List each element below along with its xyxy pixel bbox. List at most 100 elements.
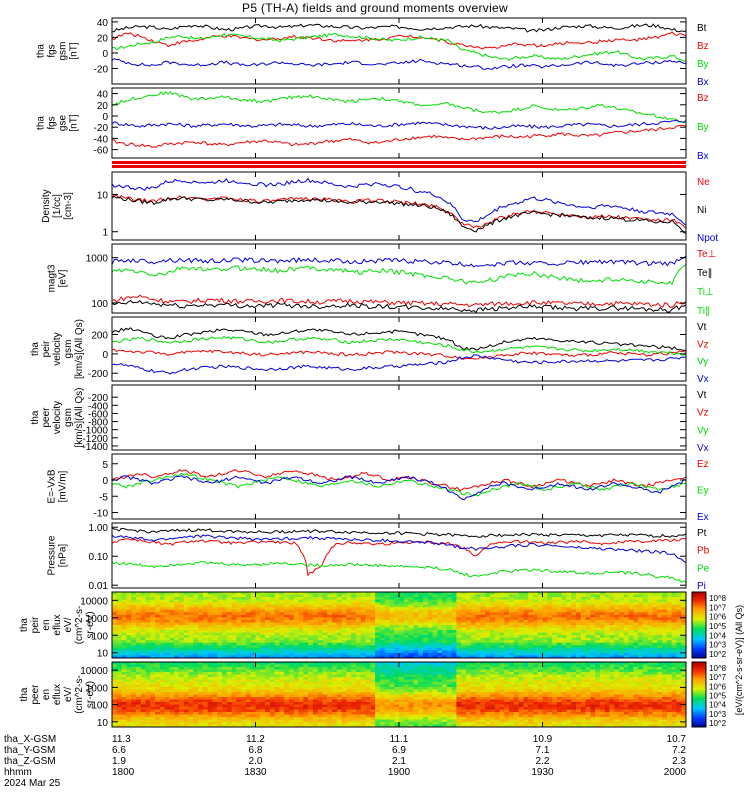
y-tick-label: -400 xyxy=(88,401,108,412)
spectrogram-cell xyxy=(188,667,194,670)
spectrogram-cell xyxy=(260,609,266,613)
spectrogram-cell xyxy=(384,682,390,685)
spectrogram-cell xyxy=(355,672,362,675)
spectrogram-cell xyxy=(360,637,367,641)
spectrogram-cell xyxy=(628,682,634,685)
spectrogram-cell xyxy=(265,627,271,631)
spectrogram-cell xyxy=(169,667,175,670)
spectrogram-cell xyxy=(480,674,486,678)
spectrogram-cell xyxy=(599,684,606,688)
spectrogram-cell xyxy=(561,602,567,606)
spectrogram-cell xyxy=(212,645,218,649)
spectrogram-cell xyxy=(528,599,534,603)
y-axis-label: Pressure[nPa] xyxy=(47,535,69,575)
spectrogram-cell xyxy=(370,664,376,668)
spectrogram-cell xyxy=(523,622,529,626)
spectrogram-cell xyxy=(274,677,280,680)
spectrogram-cell xyxy=(250,602,256,606)
spectrogram-cell xyxy=(231,637,237,641)
spectrogram-cell xyxy=(446,642,453,646)
spectrogram-cell xyxy=(437,672,443,675)
spectrogram-cell xyxy=(537,650,543,654)
spectrogram-cell xyxy=(442,625,448,629)
spectrogram-cell xyxy=(260,689,266,693)
spectrogram-cell xyxy=(250,652,256,656)
spectrogram-cell xyxy=(145,630,151,634)
spectrogram-cell xyxy=(532,622,539,626)
spectrogram-cell xyxy=(293,635,300,639)
spectrogram-cell xyxy=(188,597,194,601)
spectrogram-cell xyxy=(198,604,204,608)
spectrogram-cell xyxy=(279,627,285,631)
spectrogram-cell xyxy=(336,645,343,649)
spectrogram-cell xyxy=(461,687,467,690)
spectrogram-cell xyxy=(226,662,233,665)
spectrogram-cell xyxy=(408,682,414,685)
spectrogram-cell xyxy=(547,592,553,596)
spectrogram-cell xyxy=(174,622,180,626)
spectrogram-cell xyxy=(609,627,615,631)
spectrogram-cell xyxy=(446,689,453,693)
spectrogram-cell xyxy=(112,684,118,688)
spectrogram-cell xyxy=(169,619,175,623)
spectrogram-cell xyxy=(178,619,185,623)
spectrogram-cell xyxy=(403,627,410,631)
spectrogram-cell xyxy=(193,619,199,623)
spectrogram-cell xyxy=(523,630,529,634)
spectrogram-cell xyxy=(489,594,496,598)
spectrogram-cell xyxy=(312,674,319,678)
spectrogram-cell xyxy=(308,682,314,685)
spectrogram-cell xyxy=(528,617,534,621)
spectrogram-cell xyxy=(657,679,663,683)
spectrogram-cell xyxy=(150,684,156,688)
spectrogram-cell xyxy=(580,637,587,641)
spectrogram-cell xyxy=(327,677,333,680)
spectrogram-cell xyxy=(595,655,601,659)
spectrogram-cell xyxy=(566,640,572,644)
spectrogram-cell xyxy=(183,669,190,673)
spectrogram-cell xyxy=(394,645,400,649)
spectrogram-cell xyxy=(312,617,319,621)
spectrogram-cell xyxy=(609,592,615,596)
colorbar-segment xyxy=(692,601,706,605)
spectrogram-cell xyxy=(552,602,558,606)
spectrogram-cell xyxy=(327,674,333,678)
y-tick-label: -800 xyxy=(88,418,108,429)
legend-label: Ti⊥ xyxy=(697,287,714,298)
spectrogram-cell xyxy=(255,630,261,634)
spectrogram-cell xyxy=(312,604,319,608)
spectrogram-cell xyxy=(164,592,170,596)
legend-label: Bt xyxy=(697,23,707,34)
spectrogram-cell xyxy=(384,637,390,641)
spectrogram-cell xyxy=(666,597,673,601)
spectrogram-cell xyxy=(566,594,572,598)
spectrogram-cell xyxy=(169,630,175,634)
spectrogram-cell xyxy=(298,625,304,629)
spectrogram-cell xyxy=(121,664,127,668)
spectrogram-cell xyxy=(547,672,553,675)
spectrogram-cell xyxy=(647,689,654,693)
y-axis-label: thapeirvelocitygsm[km/s](All Qs) xyxy=(30,319,85,379)
spectrogram-cell xyxy=(202,602,209,606)
spectrogram-cell xyxy=(561,672,567,675)
spectrogram-cell xyxy=(332,667,338,670)
spectrogram-cell xyxy=(265,597,271,601)
spectrogram-cell xyxy=(418,627,424,631)
spectrogram-cell xyxy=(346,599,352,603)
spectrogram-cell xyxy=(432,614,438,618)
spectrogram-cell xyxy=(155,617,161,621)
spectrogram-cell xyxy=(556,674,563,678)
spectrogram-cell xyxy=(671,619,677,623)
spectrogram-cell xyxy=(518,602,524,606)
spectrogram-cell xyxy=(609,599,615,603)
spectrogram-cell xyxy=(236,667,242,670)
spectrogram-cell xyxy=(360,622,367,626)
spectrogram-cell xyxy=(575,617,582,621)
spectrogram-cell xyxy=(494,669,500,673)
spectrogram-cell xyxy=(336,640,343,644)
spectrogram-cell xyxy=(140,679,146,683)
spectrogram-cell xyxy=(279,655,285,659)
spectrogram-cell xyxy=(327,597,333,601)
spectrogram-cell xyxy=(370,619,376,623)
spectrogram-cell xyxy=(671,650,677,654)
